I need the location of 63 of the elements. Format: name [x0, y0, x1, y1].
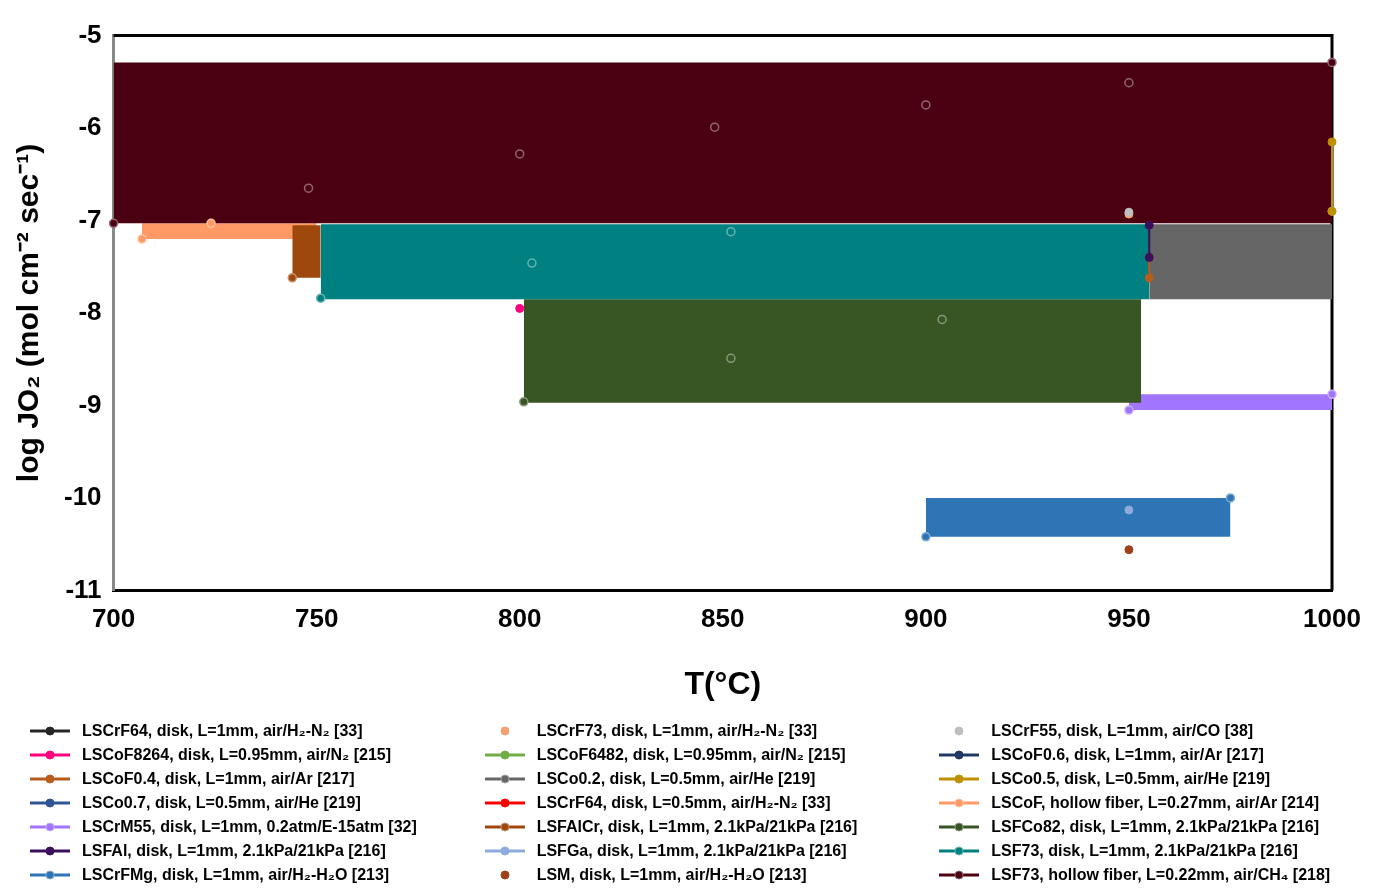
x-axis-title: T(°C) — [684, 664, 762, 701]
point — [1124, 78, 1134, 88]
point — [137, 234, 147, 244]
y-tick-label: -10 — [64, 481, 102, 512]
point — [1144, 273, 1154, 283]
point — [527, 258, 537, 268]
point — [1144, 220, 1154, 230]
legend-label: LSCo0.5, disk, L=0.5mm, air/He [219] — [991, 770, 1271, 788]
legend-label: LSCoF0.6, disk, L=1mm, air/Ar [217] — [991, 746, 1264, 764]
legend-label: LSFGa, disk, L=1mm, 2.1kPa/21kPa [216] — [536, 842, 847, 860]
legend-label: LSCrFMg, disk, L=1mm, air/H₂-H₂O [213] — [82, 866, 390, 884]
legend-label: LSFAlCr, disk, L=1mm, 2.1kPa/21kPa [216] — [536, 818, 858, 836]
point — [519, 397, 529, 407]
point — [206, 218, 216, 229]
legend-label: LSCo0.7, disk, L=0.5mm, air/He [219] — [82, 794, 361, 812]
point — [108, 218, 119, 229]
point — [287, 273, 298, 283]
x-tick-label: 850 — [701, 603, 745, 634]
point — [1225, 493, 1236, 503]
x-tick-label: 800 — [498, 603, 542, 634]
legend-label: LSCoF6482, disk, L=0.95mm, air/N₂ [215] — [536, 746, 846, 764]
point — [514, 149, 525, 159]
legend-label: LSCrM55, disk, L=1mm, 0.2atm/E-15atm [32] — [82, 818, 417, 836]
legend-label: LSFCo82, disk, L=1mm, 2.1kPa/21kPa [216] — [991, 818, 1320, 836]
legend-label: LSCoF8264, disk, L=0.95mm, air/N₂ [215] — [82, 746, 392, 764]
y-tick-label: -6 — [78, 111, 102, 142]
y-tick-label: -7 — [78, 203, 102, 234]
legend-label: LSF73, hollow fiber, L=0.22mm, air/CH₄ [218] — [991, 866, 1331, 884]
point — [303, 183, 314, 193]
x-tick-label: 700 — [91, 603, 136, 634]
point — [1124, 505, 1134, 515]
legend-label: LSF73, disk, L=1mm, 2.1kPa/21kPa [216] — [991, 842, 1298, 860]
point — [709, 122, 720, 132]
legend-label: LSCrF73, disk, L=1mm, air/H₂-N₂ [33] — [536, 722, 818, 740]
legend-label: LSCo0.2, disk, L=0.5mm, air/He [219] — [536, 770, 816, 788]
legend-label: LSCrF64, disk, L=0.5mm, air/H₂-N₂ [33] — [536, 794, 831, 812]
x-tick-label: 750 — [294, 603, 339, 634]
point — [1124, 405, 1134, 415]
point — [315, 293, 326, 303]
y-tick-label: -8 — [78, 296, 102, 327]
point — [937, 314, 947, 325]
point — [515, 303, 525, 313]
legend-label: LSCrF55, disk, L=1mm, air/CO [38] — [991, 722, 1254, 740]
x-tick-label: 900 — [904, 603, 948, 634]
point — [1327, 137, 1337, 147]
point — [726, 226, 736, 237]
x-tick-label: 1000 — [1303, 603, 1361, 634]
y-tick-label: -11 — [65, 573, 102, 604]
legend-label: LSFAl, disk, L=1mm, 2.1kPa/21kPa [216] — [82, 842, 386, 860]
legend-label: LSCrF64, disk, L=1mm, air/H₂-N₂ [33] — [82, 722, 363, 740]
point — [921, 100, 931, 110]
point — [921, 532, 931, 542]
point — [726, 353, 736, 364]
legend-label: LSM, disk, L=1mm, air/H₂-H₂O [213] — [536, 866, 807, 884]
y-axis-title: log JO₂ (mol cm⁻² sec⁻¹) — [11, 143, 45, 483]
point — [1327, 389, 1337, 400]
y-tick-label: -5 — [78, 18, 102, 49]
y-tick-label: -9 — [78, 388, 102, 419]
x-tick-label: 950 — [1107, 603, 1151, 634]
legend-label: LSCoF0.4, disk, L=1mm, air/Ar [217] — [82, 770, 355, 788]
point — [1327, 57, 1337, 68]
legend-label: LSCoF, hollow fiber, L=0.27mm, air/Ar [214] — [991, 794, 1319, 812]
point — [1124, 545, 1134, 555]
